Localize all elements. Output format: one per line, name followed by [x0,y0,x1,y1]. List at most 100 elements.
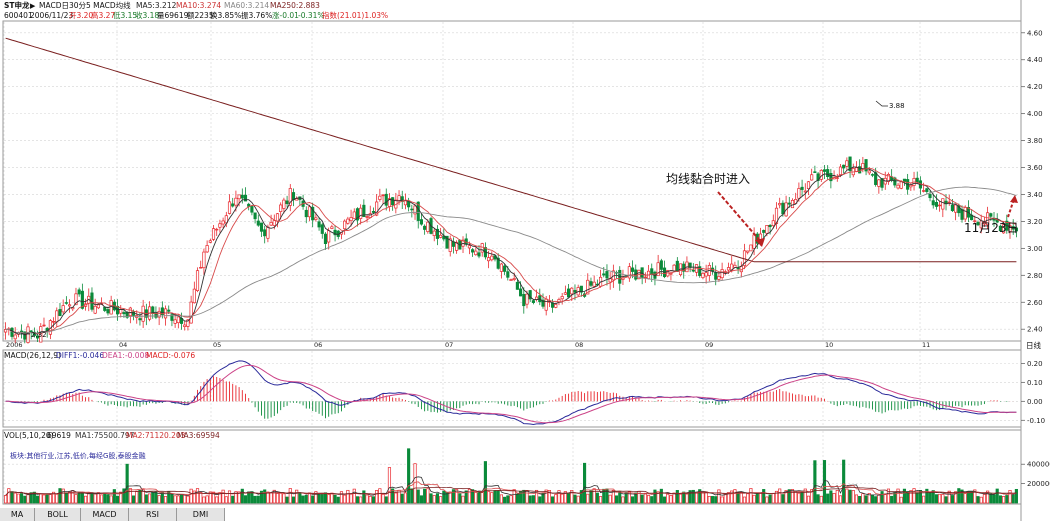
volume-bar [989,493,993,504]
volume-bar [483,461,487,504]
volume-bar [407,448,411,504]
tab-boll[interactable]: BOLL [35,508,81,521]
volume-bar [480,492,484,504]
volume-bar [343,494,347,504]
candle [560,292,564,305]
volume-bar [579,490,583,504]
volume-bar [327,494,331,504]
volume-bar [563,491,567,504]
vol-ma2-line [5,481,1017,496]
macd-tick-label: -0.10 [1027,417,1045,425]
candle [531,299,535,305]
candle [269,214,273,226]
candle [432,228,436,242]
candle [237,194,241,207]
volume-bar [986,490,990,504]
volume-bar [890,495,894,504]
candle [643,272,647,283]
low-price: 低3.15 [113,10,137,20]
volume-bar [634,492,638,504]
volume-bar [435,493,439,504]
candle [378,188,382,202]
candle [288,184,292,212]
candle [68,299,72,313]
candle [352,208,356,219]
price-panel[interactable] [2,20,1022,342]
timeframe-label[interactable]: 日线 [1026,340,1042,350]
tab-ma[interactable]: MA [0,508,35,521]
candle [259,222,264,238]
volume-bar [768,494,772,504]
date-tick-label: 09 [705,341,713,349]
candle [976,220,980,227]
candle [215,227,219,236]
ma250-line [5,37,1017,263]
volume-bar [253,495,257,504]
candle [800,179,804,196]
tab-rsi[interactable]: RSI [129,508,177,521]
candle [330,224,334,230]
volume-bar [925,488,929,504]
volume-bar [496,490,500,504]
candle [263,225,267,244]
macd-panel[interactable] [2,349,1022,428]
volume-bar [336,496,340,504]
volume-bar [554,494,558,504]
volume-bar [330,492,334,504]
volume-bar [394,492,398,504]
play-icon[interactable]: ▶ [30,2,36,10]
volume-bar [621,496,625,504]
volume-bar [282,493,286,504]
volume-bar [256,495,260,504]
candle [592,275,596,288]
volume-bar [173,495,177,504]
candle [36,330,40,342]
date-tick-label: 07 [445,341,453,349]
volume-bar [950,495,954,504]
candle [998,225,1002,233]
volume-bar [595,492,599,504]
change-pct: -0.31% [298,11,325,20]
volume-bar [698,489,702,504]
volume-bar [522,489,526,504]
volume-bar [592,488,596,504]
volume-bar [272,489,276,504]
candle [704,264,708,284]
volume-bar [231,495,235,504]
volume-bar [144,494,148,504]
candle [717,272,721,282]
tab-macd[interactable]: MACD [81,508,129,521]
volume-bar [630,496,635,504]
candle [199,260,203,269]
volume-bar [227,490,232,504]
volume-bar [672,492,676,504]
tab-dmi[interactable]: DMI [177,508,225,521]
volume-bar [368,495,372,504]
candle [762,229,766,238]
volume-bar [909,490,913,504]
candle [183,320,187,331]
price-tick-label: 4.20 [1027,83,1043,91]
volume-bar [80,492,84,504]
candle [279,202,283,220]
volume-bar [163,496,168,504]
volume-bar [119,491,123,504]
candle [864,158,868,176]
candle [496,253,500,270]
volume-bar [707,496,711,504]
volume-bar [883,493,887,504]
volume-bar [295,489,299,504]
volume-bar [384,496,388,504]
volume-bar [976,496,980,504]
volume-bar [426,488,430,504]
volume-bar [938,493,942,504]
candle [333,225,337,242]
candle [845,157,849,171]
volume-bar [381,493,385,504]
dea-line [5,364,1017,424]
entry-signal-label: 均线黏合时进入 [666,171,750,186]
volume-bar [279,492,283,504]
volume-bar [544,489,548,504]
volume-bar [493,490,497,504]
